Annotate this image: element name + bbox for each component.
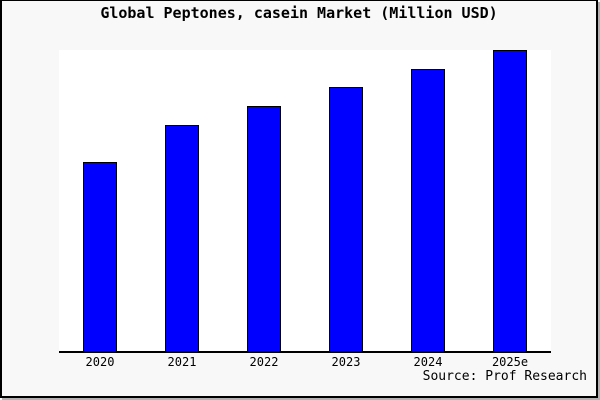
x-tick-label-2023: 2023: [331, 355, 361, 369]
plot-area: [59, 50, 551, 353]
bar-2023: [329, 87, 363, 351]
x-tick-label-2025e: 2025e: [491, 355, 529, 369]
bar-2020: [83, 162, 117, 351]
source-credit: Source: Prof Research: [422, 369, 587, 384]
chart-title: Global Peptones, casein Market (Million …: [100, 4, 498, 22]
x-tick-label-2022: 2022: [249, 355, 279, 369]
x-tick-label-2020: 2020: [85, 355, 115, 369]
x-tick-label-2021: 2021: [167, 355, 197, 369]
bar-2021: [165, 125, 199, 351]
bar-2025e: [493, 50, 527, 351]
bar-2022: [247, 106, 281, 351]
x-tick-label-2024: 2024: [413, 355, 443, 369]
x-axis: 2020 2021 2022 2023 2024 2025e: [2, 355, 596, 371]
bar-2024: [411, 69, 445, 351]
